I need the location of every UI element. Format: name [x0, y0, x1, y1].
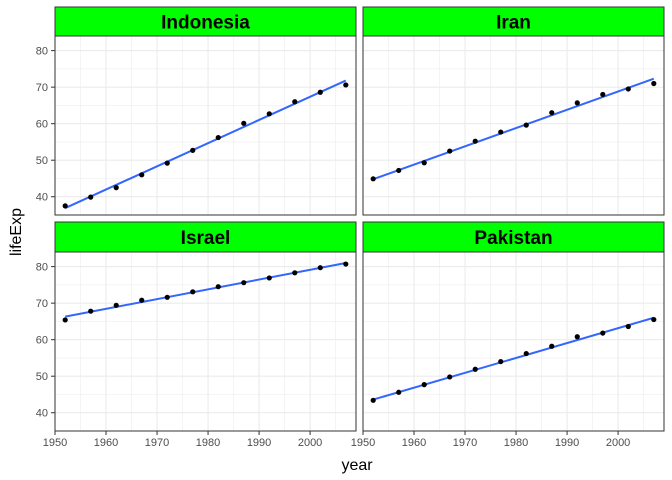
panel-indonesia-data-point — [241, 120, 247, 126]
panel-pakistan-x-tick-label: 1950 — [351, 437, 375, 449]
panel-iran-background — [363, 36, 664, 215]
panel-pakistan-data-point — [421, 382, 427, 388]
panel-indonesia-data-point — [88, 194, 94, 200]
panel-israel-data-point — [215, 284, 221, 290]
panel-pakistan-data-point — [370, 397, 376, 403]
panel-pakistan-data-point — [574, 334, 580, 340]
panel-israel-x-tick-label: 2000 — [298, 437, 322, 449]
panel-israel-y-tick-label: 60 — [36, 335, 48, 347]
panel-pakistan-x-tick-label: 1960 — [402, 437, 426, 449]
panel-pakistan-x-tick-label: 2000 — [606, 437, 630, 449]
panel-pakistan-x-tick-label: 1970 — [453, 437, 477, 449]
panel-pakistan-x-tick-label: 1990 — [555, 437, 579, 449]
panel-indonesia-data-point — [317, 89, 323, 95]
panel-iran-data-point — [600, 91, 606, 98]
panel-israel-strip-label: Israel — [181, 228, 231, 249]
panel-indonesia-strip-label: Indonesia — [161, 13, 250, 34]
x-axis-title: year — [341, 457, 373, 474]
panel-indonesia-data-point — [164, 160, 170, 166]
panel-iran-data-point — [421, 160, 427, 166]
panel-indonesia-data-point — [292, 99, 298, 105]
panel-iran-data-point — [574, 100, 580, 106]
panel-pakistan-data-point — [472, 366, 478, 372]
panel-israel-x-tick-label: 1960 — [94, 437, 118, 449]
panel-pakistan-data-point — [549, 343, 555, 349]
panel-indonesia-y-tick-label: 70 — [36, 82, 48, 94]
panel-pakistan-x-tick-label: 1980 — [504, 437, 528, 449]
panel-iran-data-point — [370, 176, 376, 182]
panel-iran-data-point — [396, 167, 402, 174]
panel-pakistan-strip-label: Pakistan — [474, 228, 552, 249]
panel-iran-data-point — [447, 148, 453, 154]
panel-iran-data-point — [651, 80, 657, 87]
panel-iran-data-point — [625, 86, 631, 92]
panel-israel-x-tick-label: 1990 — [247, 437, 271, 449]
panel-israel-data-point — [292, 270, 298, 276]
panel-pakistan-data-point — [625, 323, 631, 330]
panel-pakistan-data-point — [523, 350, 529, 357]
panel-pakistan-background — [363, 252, 664, 431]
panel-israel-data-point — [190, 289, 196, 295]
panel-pakistan-data-point — [447, 374, 453, 380]
panel-indonesia-data-point — [139, 172, 145, 178]
panel-indonesia-data-point — [215, 134, 221, 141]
panel-israel-y-tick-label: 40 — [36, 408, 48, 420]
panel-pakistan-trend-line — [372, 316, 655, 401]
panel-indonesia-data-point — [62, 203, 68, 209]
panel-iran-data-point — [549, 110, 555, 116]
panel-indonesia-data-point — [190, 147, 196, 153]
panel-israel-data-point — [317, 265, 323, 271]
panel-israel-y-tick-label: 80 — [36, 262, 48, 274]
panel-pakistan-strip — [362, 221, 665, 253]
panel-israel-x-tick-label: 1980 — [196, 437, 220, 449]
panel-indonesia-strip — [54, 6, 357, 37]
panel-israel-data-point — [113, 302, 119, 308]
panel-indonesia-y-tick-label: 50 — [36, 155, 48, 167]
panel-israel-data-point — [343, 261, 349, 267]
panel-pakistan-data-point — [396, 389, 402, 395]
panel-iran-data-point — [498, 129, 504, 135]
y-axis-title: lifeExp — [8, 208, 25, 256]
panel-indonesia-y-tick-label: 80 — [36, 46, 48, 58]
panel-pakistan-data-point — [600, 330, 606, 336]
panel-israel-background — [55, 252, 356, 431]
panel-israel-data-point — [241, 280, 247, 286]
panel-indonesia-data-point — [113, 185, 119, 191]
panel-israel-x-tick-label: 1950 — [43, 437, 67, 449]
panel-israel-data-point — [62, 317, 68, 323]
panel-israel-data-point — [164, 294, 170, 300]
panel-iran-data-point — [523, 122, 529, 128]
panel-israel-y-tick-label: 70 — [36, 298, 48, 310]
panel-indonesia-data-point — [266, 111, 272, 117]
panel-pakistan-data-point — [498, 358, 504, 365]
panel-indonesia-data-point — [343, 82, 349, 88]
panel-iran-trend-line — [372, 77, 655, 181]
panel-indonesia-y-tick-label: 60 — [36, 119, 48, 131]
panel-israel-data-point — [139, 297, 145, 303]
panel-indonesia-y-tick-label: 40 — [36, 192, 48, 204]
panel-israel-strip — [54, 221, 357, 253]
panel-iran-strip-label: Iran — [496, 13, 531, 34]
panel-israel-x-tick-label: 1970 — [145, 437, 169, 449]
panel-indonesia-background — [55, 36, 356, 215]
panel-iran-data-point — [472, 138, 478, 144]
panel-pakistan-data-point — [651, 316, 657, 323]
panel-israel-y-tick-label: 50 — [36, 371, 48, 383]
panel-israel-trend-line — [65, 261, 346, 318]
panel-indonesia-trend-line — [64, 79, 347, 209]
panel-iran-strip — [362, 6, 665, 37]
panel-israel-data-point — [266, 275, 272, 281]
panel-israel-data-point — [88, 308, 94, 314]
